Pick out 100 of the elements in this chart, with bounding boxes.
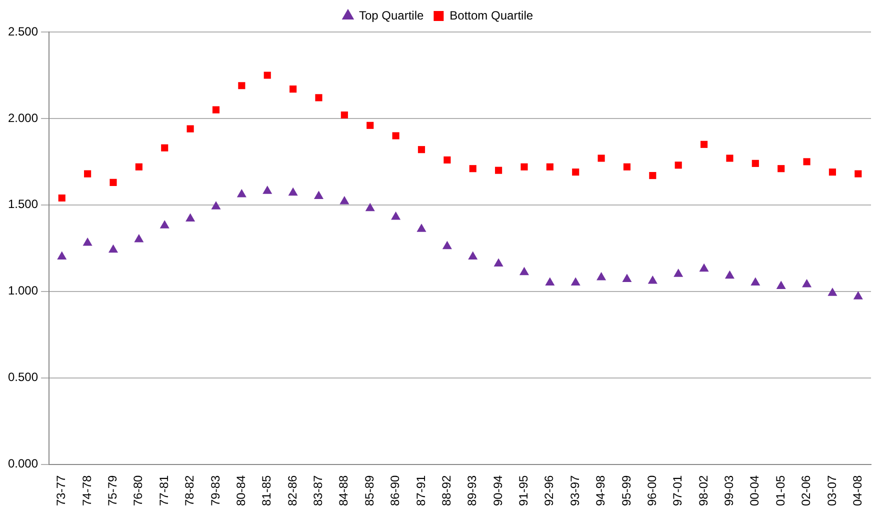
x-tick-label: 81-85 [260, 474, 274, 506]
x-tick-label: 03-07 [824, 474, 839, 506]
point [828, 288, 838, 296]
point [288, 187, 298, 196]
point [468, 251, 478, 260]
point [134, 234, 144, 242]
x-tick-label: 76-80 [131, 474, 146, 506]
y-tick-label: 1.500 [8, 197, 38, 212]
point [649, 172, 656, 180]
point [596, 272, 606, 280]
point [494, 258, 504, 266]
point [58, 194, 66, 202]
point [750, 277, 760, 286]
point [340, 196, 350, 204]
point [726, 154, 734, 162]
point [622, 274, 632, 282]
x-tick-label: 94-98 [594, 474, 608, 506]
y-tick-label: 1.000 [8, 284, 38, 298]
point [290, 86, 297, 93]
point [315, 94, 322, 102]
y-tick-label: 0.500 [8, 370, 38, 384]
point [545, 277, 555, 286]
point [776, 280, 786, 289]
point [84, 170, 92, 178]
point [236, 189, 246, 198]
x-tick-label: 73-77 [54, 474, 68, 506]
point [264, 72, 271, 79]
x-tick-label: 00-04 [748, 474, 762, 506]
point [444, 156, 451, 164]
x-tick-label: 85-89 [362, 474, 376, 506]
point [186, 125, 194, 132]
point [495, 166, 502, 174]
point [853, 291, 863, 300]
x-tick-label: 86-90 [388, 474, 402, 506]
point [418, 146, 426, 154]
point [469, 165, 476, 172]
point [82, 237, 92, 246]
point [262, 186, 272, 194]
point [365, 202, 375, 212]
point [520, 163, 528, 170]
point [160, 220, 170, 228]
point [110, 178, 117, 186]
point [572, 168, 580, 176]
point [802, 278, 812, 288]
x-tick-label: 96-00 [644, 474, 659, 506]
x-tick-label: 92-96 [542, 474, 556, 506]
point [674, 162, 682, 169]
point [238, 82, 246, 90]
y-tick-label: 0.000 [8, 456, 38, 471]
point [366, 122, 374, 129]
point [648, 276, 658, 284]
point [699, 263, 709, 272]
point [108, 244, 118, 253]
x-tick-label: 04-08 [850, 474, 864, 506]
x-tick-label: 97-01 [670, 474, 685, 506]
x-tick-label: 98-02 [696, 474, 710, 506]
point [570, 277, 580, 286]
point [623, 163, 631, 170]
point [519, 266, 529, 276]
point [57, 251, 67, 260]
point [752, 160, 759, 167]
point [724, 270, 734, 279]
point [135, 163, 142, 170]
point [674, 268, 684, 277]
point [391, 212, 401, 220]
x-tick-label: 93-97 [568, 474, 582, 506]
point [186, 213, 196, 222]
x-tick-label: 89-93 [465, 474, 480, 506]
x-tick-label: 90-94 [490, 474, 505, 506]
x-tick-label: 01-05 [773, 474, 788, 506]
x-tick-label: 99-03 [722, 474, 736, 506]
point [392, 132, 400, 140]
x-tick-label: 75-79 [106, 474, 120, 506]
point [314, 190, 324, 200]
x-tick-label: 88-92 [439, 474, 454, 506]
point [340, 111, 348, 119]
point [700, 140, 708, 148]
x-tick-label: 78-82 [182, 474, 197, 506]
point [212, 106, 220, 114]
x-tick-label: 91-95 [516, 474, 531, 506]
legend-label: Bottom Quartile [450, 8, 534, 22]
y-tick-label: 2.000 [8, 110, 38, 125]
x-tick-label: 80-84 [234, 474, 248, 506]
point [803, 158, 810, 166]
x-tick-label: 95-99 [619, 474, 634, 506]
x-tick-label: 77-81 [156, 474, 171, 506]
point [598, 154, 605, 162]
point [442, 240, 452, 250]
point [416, 224, 426, 232]
point [828, 168, 836, 176]
point [546, 163, 554, 170]
x-tick-label: 02-06 [799, 474, 814, 506]
legend-label: Top Quartile [358, 8, 424, 22]
x-tick-label: 87-91 [414, 474, 428, 506]
x-tick-label: 82-86 [285, 474, 300, 506]
point [854, 170, 862, 178]
x-tick-label: 79-83 [208, 474, 222, 506]
x-tick-label: 74-78 [80, 474, 94, 506]
point [161, 144, 168, 152]
x-tick-label: 84-88 [336, 474, 351, 506]
